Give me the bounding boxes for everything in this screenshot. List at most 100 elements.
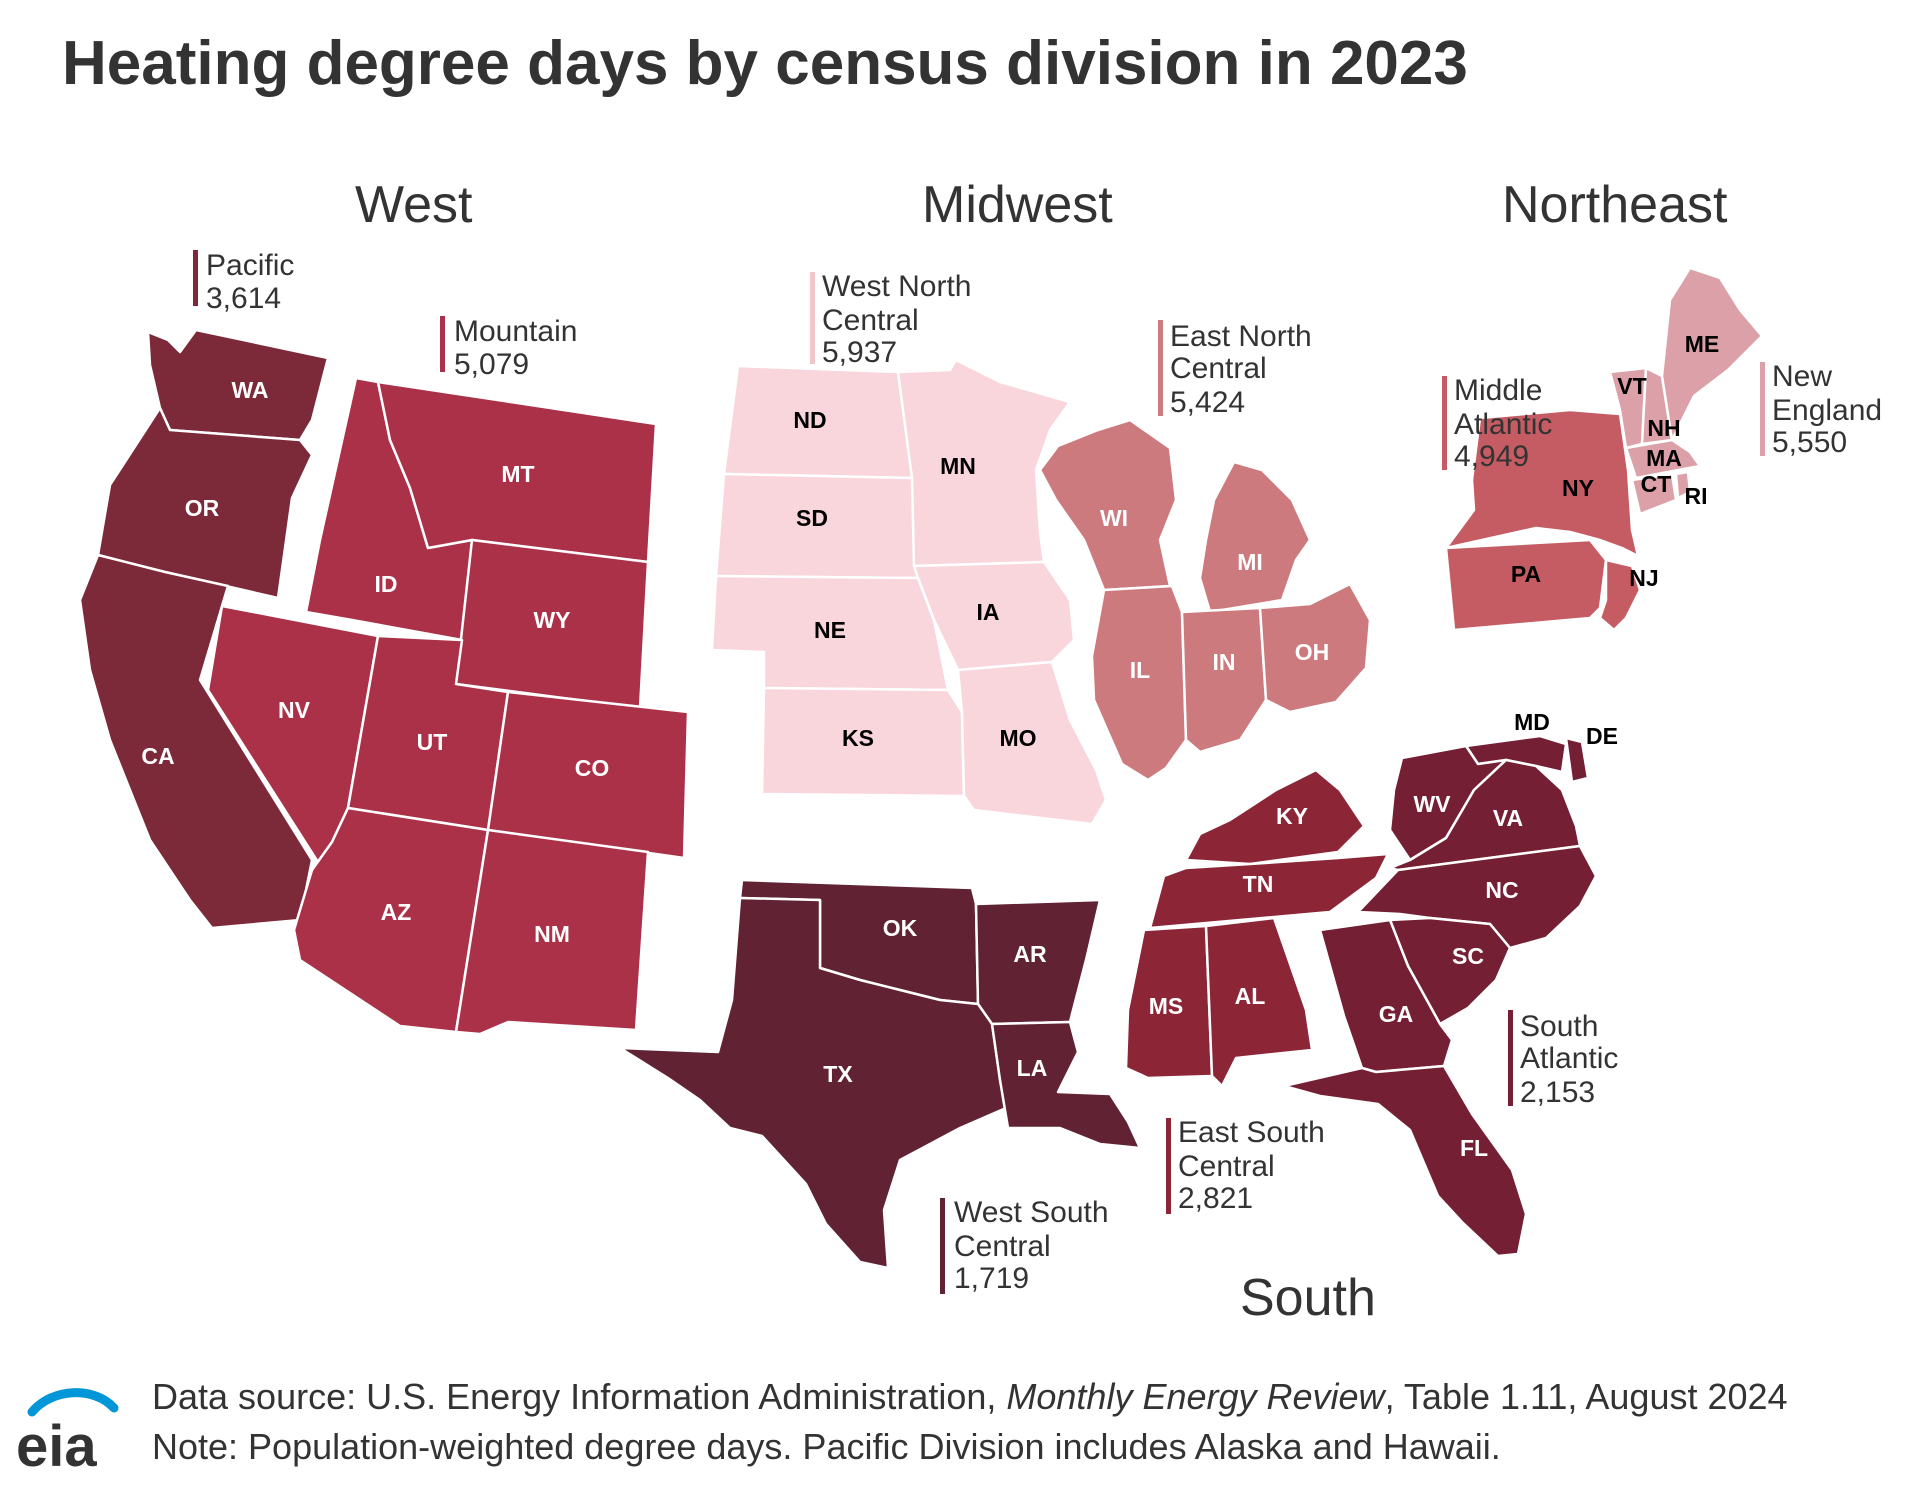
callout-name-pacific: Pacific: [206, 249, 294, 282]
state-label-NJ: NJ: [1629, 565, 1658, 591]
callout-bar-west-north-central: [810, 272, 815, 364]
state-label-MT: MT: [501, 461, 534, 487]
state-MN[interactable]: [896, 358, 1072, 568]
state-label-NE: NE: [814, 617, 846, 643]
callout-west-south-central: West South Central 1,719: [940, 1196, 1109, 1295]
state-label-IL: IL: [1130, 657, 1150, 683]
state-CO[interactable]: [486, 690, 690, 860]
callout-value-new-england: 5,550: [1772, 426, 1847, 459]
callout-bar-east-south-central: [1166, 1118, 1171, 1214]
state-MO[interactable]: [956, 660, 1108, 826]
state-CA[interactable]: [78, 553, 314, 930]
division-west-south-central: [618, 878, 1142, 1270]
division-west-north-central: [710, 358, 1108, 826]
state-MT[interactable]: [376, 380, 658, 564]
census-division-map: West Midwest Northeast South: [78, 176, 1882, 1327]
state-NJ[interactable]: [1598, 558, 1642, 632]
state-NC[interactable]: [1356, 844, 1598, 950]
state-MI[interactable]: [1198, 460, 1312, 614]
state-label-MD: MD: [1514, 709, 1550, 735]
state-NM[interactable]: [454, 828, 650, 1036]
region-label-south: South: [1240, 1269, 1376, 1327]
state-label-VA: VA: [1493, 805, 1523, 831]
callout-value-east-north-central: 5,424: [1170, 386, 1245, 419]
callout-pacific: Pacific 3,614: [193, 249, 294, 315]
state-CT[interactable]: [1630, 472, 1678, 516]
division-middle-atlantic: [1444, 408, 1642, 632]
state-label-WV: WV: [1413, 791, 1451, 817]
state-label-AR: AR: [1013, 941, 1047, 967]
callout-name2-new-england: England: [1772, 394, 1882, 427]
callout-name1-new-england: New: [1772, 360, 1832, 393]
state-label-NV: NV: [278, 697, 311, 723]
division-new-england: [1608, 266, 1764, 516]
callout-bar-new-england: [1760, 362, 1765, 456]
callout-name1-east-north-central: East North: [1170, 320, 1312, 353]
state-MA[interactable]: [1624, 438, 1702, 480]
state-label-SC: SC: [1452, 943, 1484, 969]
callout-value-west-south-central: 1,719: [954, 1262, 1029, 1295]
state-label-SD: SD: [796, 505, 828, 531]
state-PA[interactable]: [1444, 538, 1608, 632]
callout-value-south-atlantic: 2,153: [1520, 1076, 1595, 1109]
state-KY[interactable]: [1184, 768, 1366, 866]
state-DE[interactable]: [1564, 736, 1590, 784]
state-label-IA: IA: [977, 599, 1000, 625]
state-LA[interactable]: [990, 1020, 1142, 1150]
state-label-MO: MO: [999, 725, 1036, 751]
state-label-UT: UT: [417, 729, 448, 755]
state-label-NC: NC: [1485, 877, 1518, 903]
state-label-MI: MI: [1237, 549, 1263, 575]
state-TX[interactable]: [618, 896, 1008, 1270]
callout-value-mountain: 5,079: [454, 348, 529, 381]
state-FL[interactable]: [1282, 1064, 1528, 1258]
eia-logo: eia: [16, 1388, 119, 1474]
state-label-PA: PA: [1511, 561, 1541, 587]
data-source-line: Data source: U.S. Energy Information Adm…: [152, 1372, 1788, 1422]
state-label-WI: WI: [1100, 505, 1128, 531]
callout-new-england: New England 5,550: [1760, 360, 1882, 459]
callout-bar-middle-atlantic: [1442, 376, 1447, 470]
chart-title: Heating degree days by census division i…: [62, 29, 1468, 98]
callout-name1-west-south-central: West South: [954, 1196, 1109, 1229]
state-OR[interactable]: [96, 406, 314, 600]
callout-bar-west-south-central: [940, 1198, 945, 1294]
division-east-south-central: [1124, 768, 1390, 1088]
state-label-MN: MN: [940, 453, 976, 479]
state-label-WY: WY: [533, 607, 570, 633]
callout-east-north-central: East North Central 5,424: [1158, 320, 1312, 419]
state-OH[interactable]: [1258, 582, 1372, 714]
state-label-GA: GA: [1379, 1001, 1414, 1027]
callout-value-middle-atlantic: 4,949: [1454, 440, 1529, 473]
state-RI[interactable]: [1674, 470, 1692, 500]
footer: Data source: U.S. Energy Information Adm…: [152, 1372, 1788, 1472]
data-source-suffix: , Table 1.11, August 2024: [1384, 1376, 1788, 1417]
state-AL[interactable]: [1204, 916, 1314, 1088]
state-IL[interactable]: [1090, 584, 1188, 782]
state-label-DE: DE: [1586, 723, 1618, 749]
callout-name1-middle-atlantic: Middle: [1454, 374, 1542, 407]
state-label-ME: ME: [1685, 331, 1720, 357]
state-IN[interactable]: [1180, 606, 1268, 754]
callout-name2-west-north-central: Central: [822, 304, 919, 337]
state-GA[interactable]: [1318, 918, 1454, 1074]
division-south-atlantic: [1282, 734, 1598, 1258]
state-label-AZ: AZ: [381, 899, 412, 925]
state-label-TX: TX: [823, 1061, 853, 1087]
callout-value-east-south-central: 2,821: [1178, 1182, 1253, 1215]
state-ME[interactable]: [1660, 266, 1764, 442]
state-label-IN: IN: [1213, 649, 1236, 675]
state-label-CT: CT: [1641, 471, 1672, 497]
callout-mountain: Mountain 5,079: [440, 315, 577, 381]
state-TN[interactable]: [1148, 852, 1390, 930]
callout-middle-atlantic: Middle Atlantic 4,949: [1442, 374, 1552, 473]
data-source-publication: Monthly Energy Review: [1006, 1376, 1385, 1417]
state-label-ID: ID: [375, 571, 398, 597]
callout-value-west-north-central: 5,937: [822, 336, 897, 369]
callout-bar-south-atlantic: [1508, 1010, 1513, 1106]
state-label-TN: TN: [1243, 871, 1274, 897]
state-WA[interactable]: [146, 328, 330, 442]
state-WI[interactable]: [1038, 418, 1178, 592]
callout-name2-east-south-central: Central: [1178, 1150, 1275, 1183]
callout-name2-west-south-central: Central: [954, 1230, 1051, 1263]
